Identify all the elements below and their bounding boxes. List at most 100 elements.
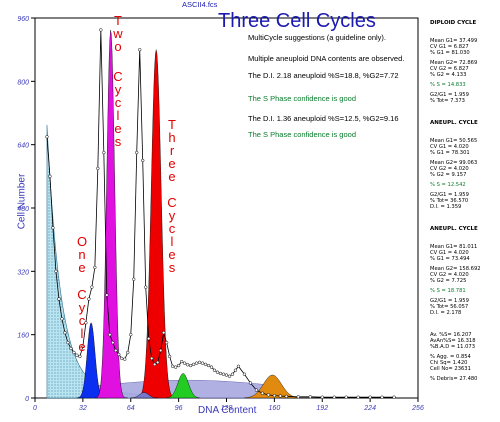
chart-title: Three Cell Cycles [218,10,376,32]
annotation-letter: l [80,326,84,341]
x-tick-label: 160 [269,405,281,412]
y-tick-label: 960 [17,16,29,23]
histogram-point [72,350,76,355]
stats-line: % G1 = 81.030 [430,50,470,56]
stats-line: CV G2 = 4.020 [430,166,469,172]
stats-line: CV G1 = 4.020 [430,250,469,256]
histogram-point [248,381,253,385]
histogram-point [138,48,142,52]
stats-line: CV G2 = 6.827 [430,66,469,72]
histogram-point [344,395,348,399]
annotation-letter: c [114,95,122,110]
stats-line: Mean G1= 50.565 [430,138,478,144]
histogram-point [203,362,208,367]
histogram-point [84,321,88,325]
histogram-point [96,166,100,171]
annotation-letter: T [114,13,122,28]
histogram-point [272,393,277,398]
histogram-point [75,353,79,357]
histogram-point [144,285,148,289]
histogram-line [45,28,396,399]
histogram-path [46,29,395,398]
stats-line: % S = 18.781 [430,288,466,294]
stats-line: % G2 = 4.133 [430,72,467,78]
histogram-point [185,363,190,367]
histogram-point [153,362,157,367]
x-tick-label: 32 [79,405,87,412]
annotation-letter: s [168,260,176,275]
stats-line: G2/G1 = 1.959 [430,298,469,304]
annotation-letter: y [114,82,122,97]
histogram-point [221,372,226,376]
stats-line: % Agg. = 0.854 [430,354,471,360]
histogram-point [129,333,133,337]
annotation-letter: o [114,39,122,54]
stats-line: Mean G1= 81.011 [430,244,478,250]
x-axis-label: DNA Content [198,405,257,416]
stats-line: CV G1 = 6.827 [430,44,469,50]
y-tick-label: 800 [17,79,29,86]
histogram-point [93,265,97,270]
histogram-point [135,150,139,155]
histogram-point [227,374,232,378]
stats-line: % Tot= 56.057 [430,304,469,310]
histogram-point [87,297,91,301]
annotation-letter: T [168,117,176,132]
message-line: MultiCycle suggestions (a guideline only… [248,33,386,42]
histogram-point [111,340,115,345]
stats-header-aneuploid-2: ANEUPL. CYCLE [430,226,478,232]
annotation-letter: y [168,208,176,223]
histogram-point [78,354,82,359]
histogram-point [254,388,259,392]
histogram-point [54,269,58,273]
message-line: The S Phase confidence is good [248,130,356,139]
histogram-point [188,363,193,368]
stats-line: Av. %S= 16.207 [430,332,472,338]
annotation-letter: r [169,143,175,158]
annotation-letter: e [168,156,176,171]
message-line: The D.I. 1.36 aneuploid %S=12.5, %G2=9.1… [248,114,399,123]
histogram-point [69,346,73,351]
stats-line: Mean G1= 37.499 [430,38,478,44]
stats-line: Cell No= 23631 [430,366,471,372]
histogram-point [236,364,241,368]
histogram-point [170,364,175,368]
stats-line: % G2 = 7.725 [430,278,467,284]
histogram-point [165,340,169,345]
histogram-point [212,368,217,372]
x-tick-label: 256 [411,405,424,412]
stats-line: CV G1 = 4.020 [430,144,469,150]
histogram-point [63,331,67,335]
stats-line: D.I. = 1.359 [430,204,462,210]
message-line: Multiple aneuploid DNA contents are obse… [248,54,405,63]
stats-line: % G2 = 9.157 [430,172,467,178]
stats-panel: DIPLOID CYCLE Mean G1= 37.499 CV G1 = 6.8… [430,8,481,392]
stats-line: G2/G1 = 1.959 [430,92,469,98]
histogram-point [162,331,166,335]
histogram-point [206,363,211,368]
y-tick-label: 0 [25,396,29,403]
histogram-point [168,354,172,359]
histogram-point [260,391,265,395]
y-tick-label: 640 [17,143,29,150]
histogram-point [182,361,187,365]
histogram-point [209,365,214,369]
histogram-point [392,395,396,399]
histogram-point [368,395,372,399]
histogram-point [123,357,127,361]
histogram-point [147,336,151,341]
histogram-point [90,285,94,289]
histogram-point [200,361,205,365]
histogram-point [99,28,103,32]
component-area [244,374,299,399]
histogram-point [266,393,271,397]
histogram-point [218,371,223,376]
annotation-letter: n [78,247,86,262]
annotation-letter: e [168,169,176,184]
histogram-point [224,373,229,377]
